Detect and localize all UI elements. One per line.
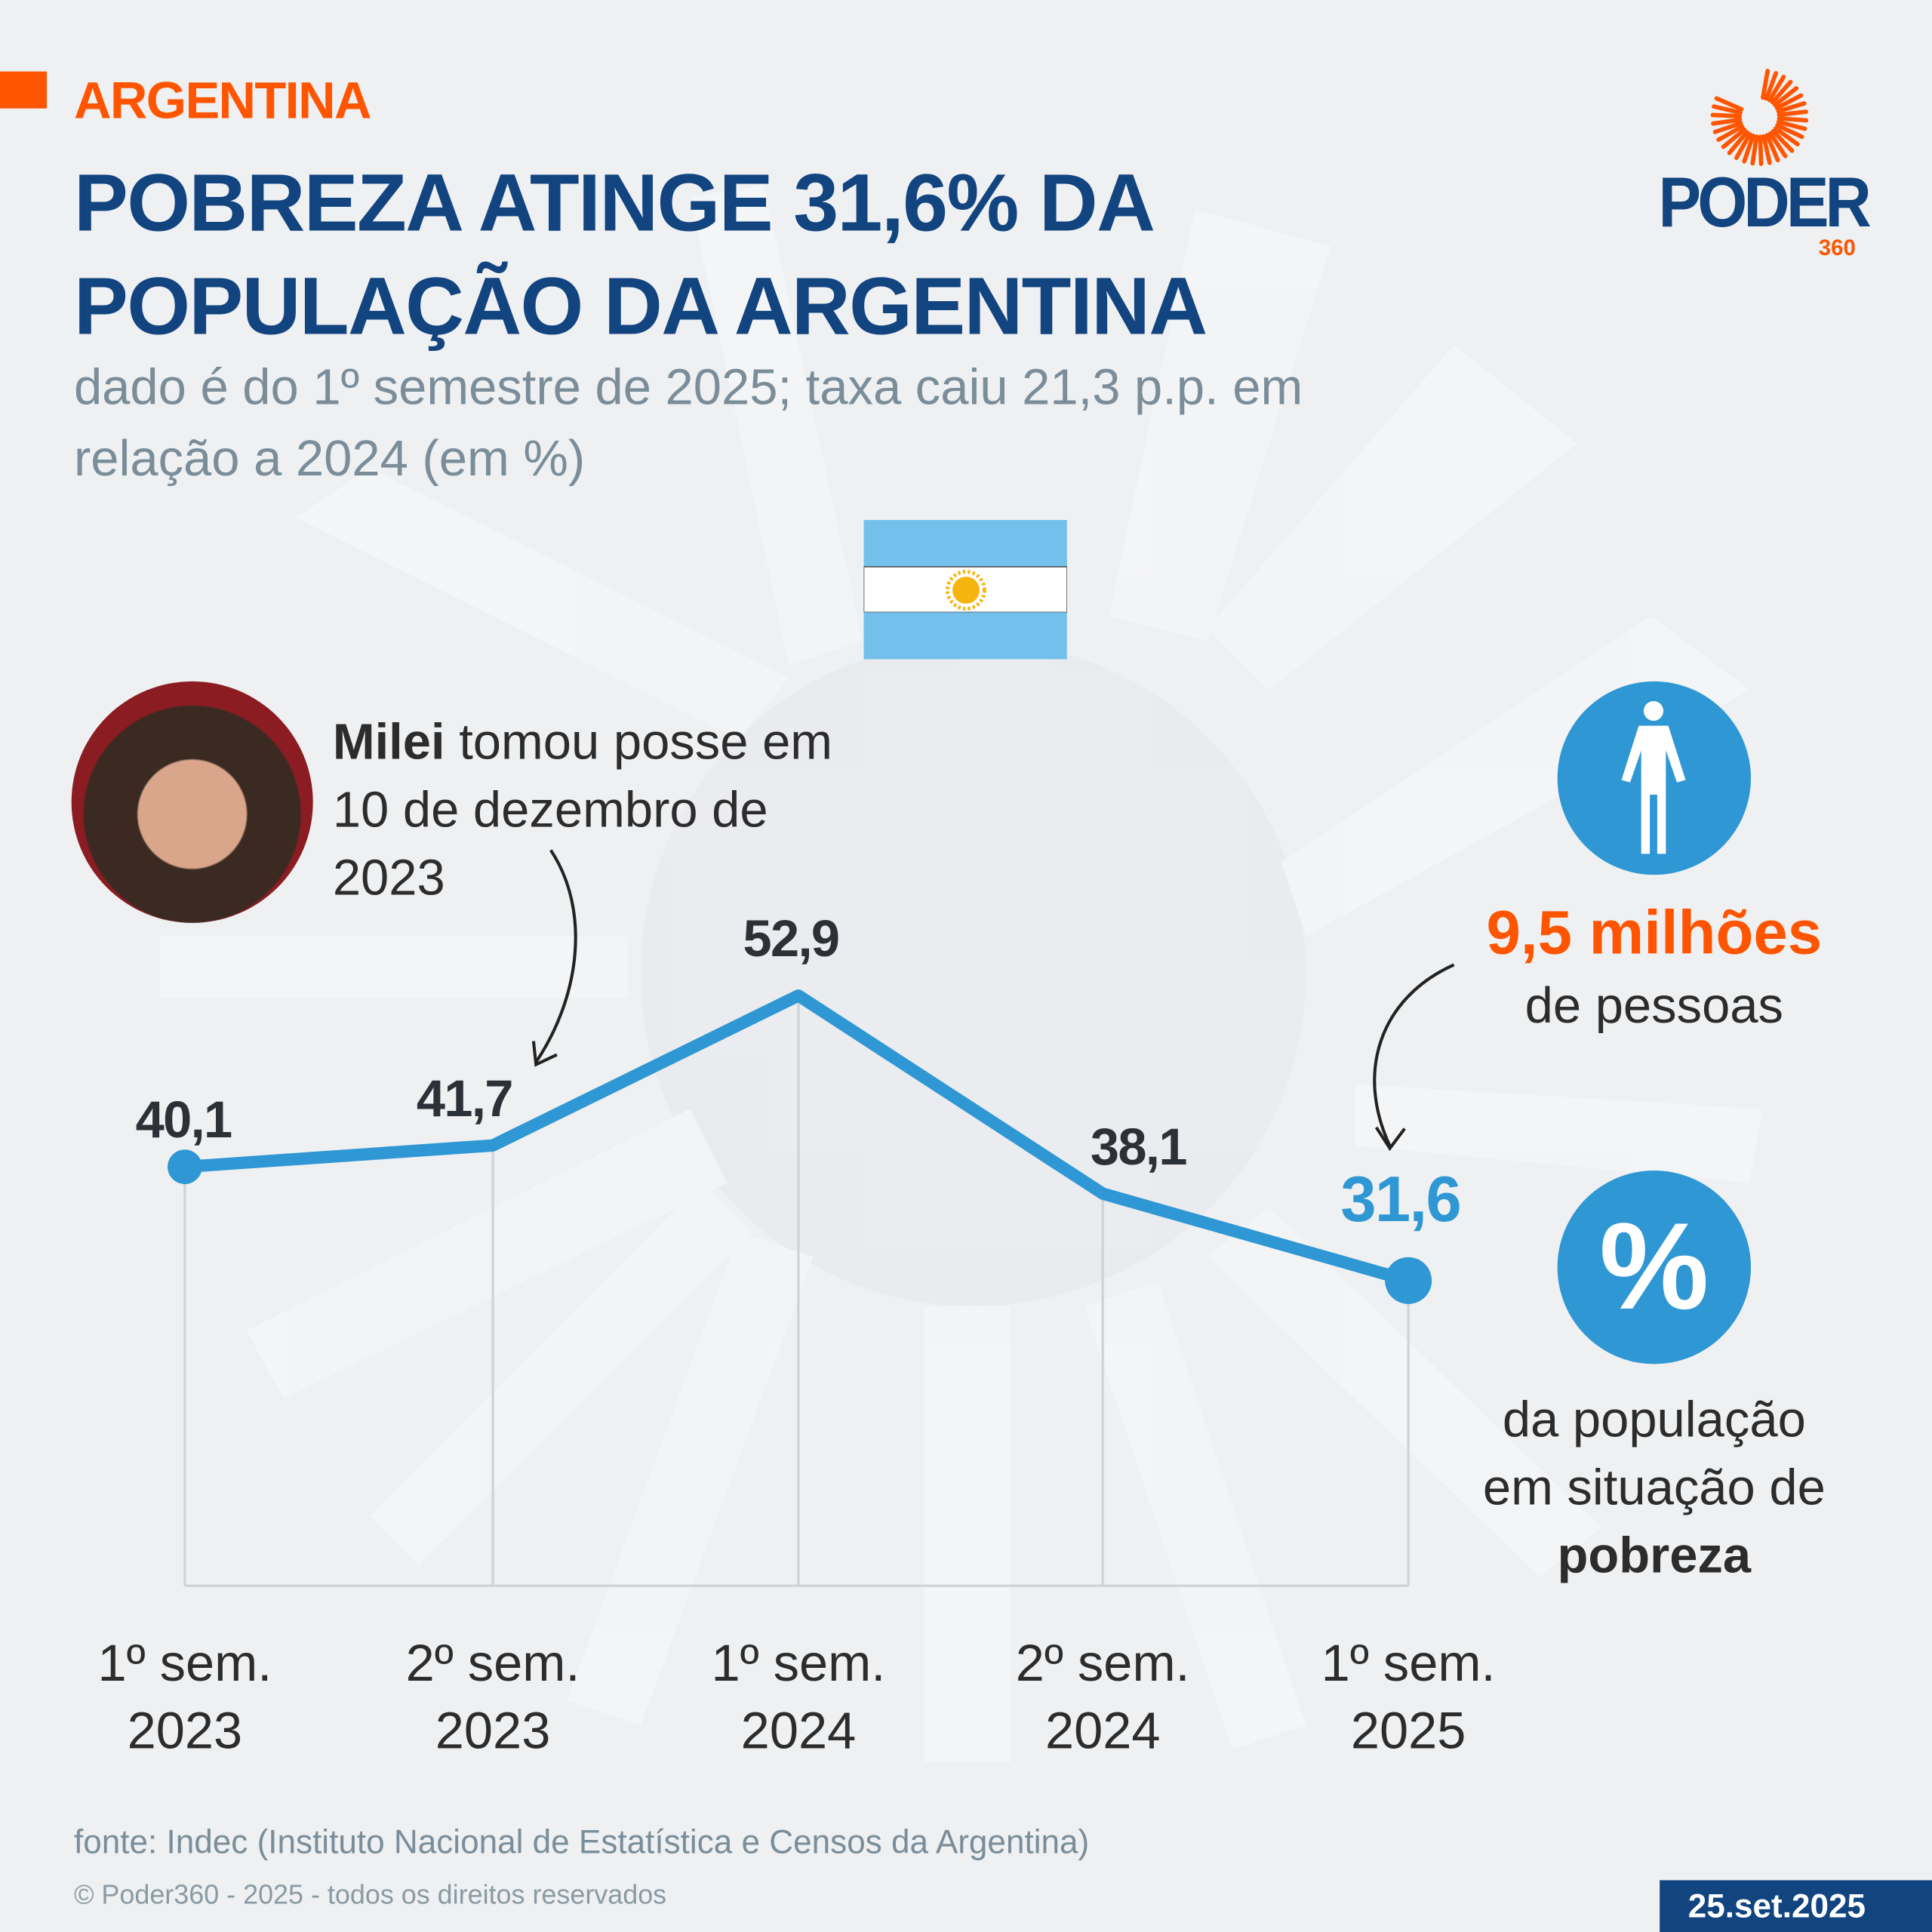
source: fonte: Indec (Instituto Nacional de Esta… xyxy=(73,1823,1090,1861)
data-label: 41,7 xyxy=(416,1069,514,1128)
annotation-text: tomou posse em 10 de dezembro de 2023 xyxy=(332,713,833,906)
date-badge: 25.set.2025 xyxy=(1660,1880,1932,1932)
x-tick-label: 2º sem. 2024 xyxy=(968,1629,1238,1764)
x-tick-line: 2024 xyxy=(1044,1701,1161,1760)
x-tick-label: 1º sem. 2023 xyxy=(49,1629,320,1764)
logo-number: 360 xyxy=(1818,235,1856,260)
person-icon xyxy=(1621,700,1686,854)
subtitle: dado é do 1º semestre de 2025; taxa caiu… xyxy=(73,358,1303,487)
x-tick-line: 2025 xyxy=(1350,1701,1466,1760)
x-tick-line: 1º sem. xyxy=(1321,1633,1496,1692)
annotation-bold: Milei xyxy=(332,713,445,771)
page-title: POBREZA ATINGE 31,6% DA POPULAÇÃO DA ARG… xyxy=(73,156,1208,352)
x-tick-line: 2º sem. xyxy=(1015,1633,1190,1692)
x-tick-line: 1º sem. xyxy=(97,1633,272,1692)
x-tick-label: 1º sem. 2024 xyxy=(663,1629,934,1764)
x-tick-line: 2024 xyxy=(740,1701,857,1760)
people-count: 9,5 milhões xyxy=(1486,898,1823,968)
section-label: ARGENTINA xyxy=(73,71,372,130)
people-label: de pessoas xyxy=(1524,977,1784,1034)
x-tick-label: 2º sem. 2023 xyxy=(357,1629,628,1764)
x-tick-line: 2º sem. xyxy=(405,1633,580,1692)
data-label: 52,9 xyxy=(743,909,840,968)
series-line xyxy=(184,989,1411,1287)
pop-line-2: em situação de xyxy=(1482,1459,1826,1516)
argentina-flag-icon xyxy=(863,519,1067,660)
milei-annotation: Milei tomou posse em 10 de dezembro de 2… xyxy=(333,709,851,912)
x-tick-line: 2023 xyxy=(127,1701,243,1760)
data-point xyxy=(168,1149,202,1184)
logo-wordmark: PODER xyxy=(1658,164,1872,243)
x-tick-label: 1º sem. 2025 xyxy=(1273,1629,1544,1764)
data-label: 40,1 xyxy=(135,1090,233,1149)
population-note: da população em situação de pobreza xyxy=(1429,1386,1879,1589)
milei-photo xyxy=(71,681,313,923)
data-point xyxy=(1385,1257,1432,1304)
pop-line-1: da população xyxy=(1502,1391,1806,1448)
section-marker xyxy=(0,71,48,109)
copyright: © Poder360 - 2025 - todos os direitos re… xyxy=(73,1878,667,1910)
data-label: 31,6 xyxy=(1340,1164,1461,1237)
data-label: 38,1 xyxy=(1090,1117,1188,1176)
people-arrow xyxy=(1373,963,1455,1147)
percent-icon: % xyxy=(1599,1197,1709,1336)
x-tick-line: 1º sem. xyxy=(711,1633,886,1692)
poder360-sun-icon xyxy=(1710,69,1809,166)
person-icon-circle xyxy=(1557,681,1751,875)
annotation-arrow xyxy=(534,849,577,1063)
percent-icon-circle xyxy=(1557,1171,1751,1364)
pop-line-bold: pobreza xyxy=(1557,1526,1752,1583)
x-tick-line: 2023 xyxy=(435,1701,551,1760)
